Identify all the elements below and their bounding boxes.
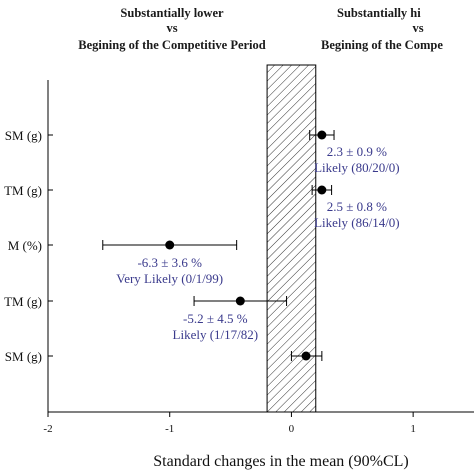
row-label: M (%) xyxy=(8,238,42,253)
header-left-line2: vs xyxy=(166,21,177,35)
header-right-line2: vs xyxy=(412,21,423,35)
annotation-likelihood: Very Likely (0/1/99) xyxy=(116,271,223,286)
row-label: TM (g) xyxy=(4,294,42,309)
estimate-point xyxy=(165,240,175,250)
row-label: SM (g) xyxy=(5,128,42,143)
annotation-value: -6.3 ± 3.6 % xyxy=(137,255,202,270)
estimate-point xyxy=(317,185,327,195)
x-tick-label: -1 xyxy=(165,423,174,435)
annotation-likelihood: Likely (86/14/0) xyxy=(314,215,400,230)
x-tick-label: 0 xyxy=(289,423,295,435)
row-label: TM (g) xyxy=(4,183,42,198)
x-axis-label: Standard changes in the mean (90%CL) xyxy=(153,453,408,470)
header-right-line1: Substantially hi xyxy=(337,6,421,20)
annotation-value: 2.5 ± 0.8 % xyxy=(327,199,387,214)
x-tick-label: -2 xyxy=(43,423,52,435)
annotation-likelihood: Likely (1/17/82) xyxy=(173,327,259,342)
annotation-value: -5.2 ± 4.5 % xyxy=(183,311,248,326)
rows-group: SM (g) 2.3 ± 0.9 %Likely (80/20/0) TM (g) 2… xyxy=(4,128,400,364)
header-right-line3: Begining of the Compe xyxy=(321,38,443,52)
x-tick-label: 1 xyxy=(410,423,416,435)
x-ticks-group: -2 -1 0 1 xyxy=(43,412,416,435)
estimate-point xyxy=(301,351,311,361)
annotation-value: 2.3 ± 0.9 % xyxy=(327,144,387,159)
header-left-line1: Substantially lower xyxy=(120,6,224,20)
header-left-line3: Begining of the Competitive Period xyxy=(78,38,266,52)
estimate-point xyxy=(235,296,245,306)
row-label: SM (g) xyxy=(5,349,42,364)
estimate-point xyxy=(317,130,327,140)
annotation-likelihood: Likely (80/20/0) xyxy=(314,160,400,175)
